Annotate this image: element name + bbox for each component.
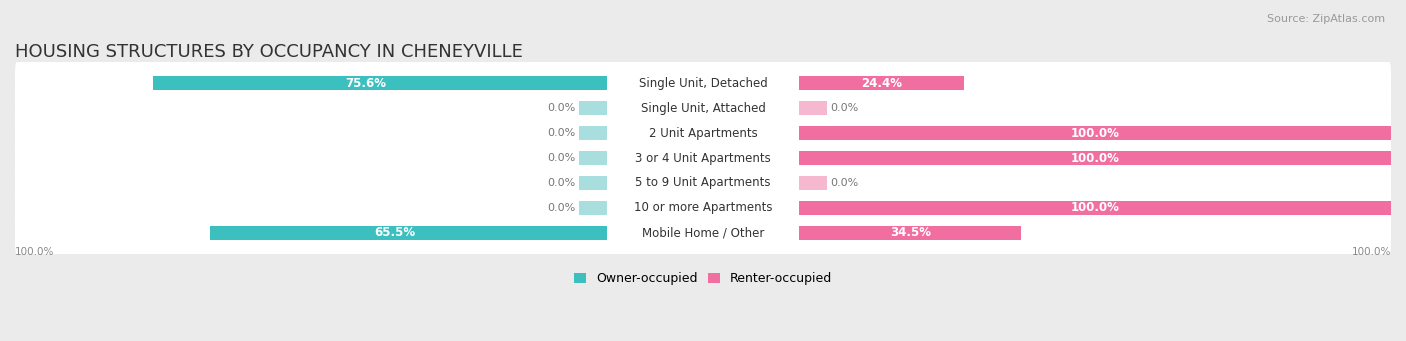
Text: 0.0%: 0.0% (831, 178, 859, 188)
Text: HOUSING STRUCTURES BY OCCUPANCY IN CHENEYVILLE: HOUSING STRUCTURES BY OCCUPANCY IN CHENE… (15, 43, 523, 61)
Text: 0.0%: 0.0% (831, 103, 859, 113)
Text: 100.0%: 100.0% (1071, 202, 1119, 214)
FancyBboxPatch shape (15, 210, 1391, 256)
FancyBboxPatch shape (607, 193, 799, 223)
FancyBboxPatch shape (579, 101, 606, 115)
FancyBboxPatch shape (579, 176, 606, 190)
FancyBboxPatch shape (579, 76, 606, 90)
FancyBboxPatch shape (800, 201, 1391, 215)
FancyBboxPatch shape (579, 201, 606, 215)
FancyBboxPatch shape (15, 85, 1391, 131)
Text: 24.4%: 24.4% (862, 77, 903, 90)
FancyBboxPatch shape (800, 126, 1391, 140)
Text: Single Unit, Attached: Single Unit, Attached (641, 102, 765, 115)
Text: 0.0%: 0.0% (547, 128, 575, 138)
FancyBboxPatch shape (607, 69, 799, 98)
FancyBboxPatch shape (209, 226, 606, 240)
Text: 0.0%: 0.0% (547, 178, 575, 188)
FancyBboxPatch shape (800, 151, 1391, 165)
FancyBboxPatch shape (800, 101, 827, 115)
Text: 65.5%: 65.5% (374, 226, 415, 239)
Text: 5 to 9 Unit Apartments: 5 to 9 Unit Apartments (636, 176, 770, 190)
FancyBboxPatch shape (579, 151, 606, 165)
FancyBboxPatch shape (15, 185, 1391, 231)
FancyBboxPatch shape (15, 110, 1391, 156)
FancyBboxPatch shape (607, 118, 799, 148)
FancyBboxPatch shape (15, 135, 1391, 181)
FancyBboxPatch shape (579, 226, 606, 240)
FancyBboxPatch shape (607, 143, 799, 173)
Text: 3 or 4 Unit Apartments: 3 or 4 Unit Apartments (636, 151, 770, 164)
Text: 2 Unit Apartments: 2 Unit Apartments (648, 127, 758, 139)
Text: 0.0%: 0.0% (547, 203, 575, 213)
FancyBboxPatch shape (153, 76, 606, 90)
FancyBboxPatch shape (607, 93, 799, 123)
FancyBboxPatch shape (607, 218, 799, 248)
Text: Source: ZipAtlas.com: Source: ZipAtlas.com (1267, 14, 1385, 24)
Text: 100.0%: 100.0% (1071, 127, 1119, 139)
Text: 10 or more Apartments: 10 or more Apartments (634, 202, 772, 214)
FancyBboxPatch shape (800, 126, 827, 140)
Text: 0.0%: 0.0% (547, 103, 575, 113)
Text: 0.0%: 0.0% (547, 153, 575, 163)
Text: Single Unit, Detached: Single Unit, Detached (638, 77, 768, 90)
Text: Mobile Home / Other: Mobile Home / Other (641, 226, 765, 239)
Text: 75.6%: 75.6% (346, 77, 387, 90)
FancyBboxPatch shape (15, 160, 1391, 206)
FancyBboxPatch shape (800, 226, 827, 240)
Text: 100.0%: 100.0% (15, 247, 55, 256)
FancyBboxPatch shape (800, 201, 827, 215)
Legend: Owner-occupied, Renter-occupied: Owner-occupied, Renter-occupied (568, 267, 838, 290)
FancyBboxPatch shape (607, 168, 799, 198)
FancyBboxPatch shape (800, 76, 827, 90)
FancyBboxPatch shape (800, 76, 965, 90)
FancyBboxPatch shape (800, 176, 827, 190)
FancyBboxPatch shape (800, 151, 827, 165)
Text: 34.5%: 34.5% (890, 226, 931, 239)
FancyBboxPatch shape (15, 60, 1391, 106)
Text: 100.0%: 100.0% (1071, 151, 1119, 164)
FancyBboxPatch shape (800, 226, 1022, 240)
FancyBboxPatch shape (579, 126, 606, 140)
Text: 100.0%: 100.0% (1351, 247, 1391, 256)
